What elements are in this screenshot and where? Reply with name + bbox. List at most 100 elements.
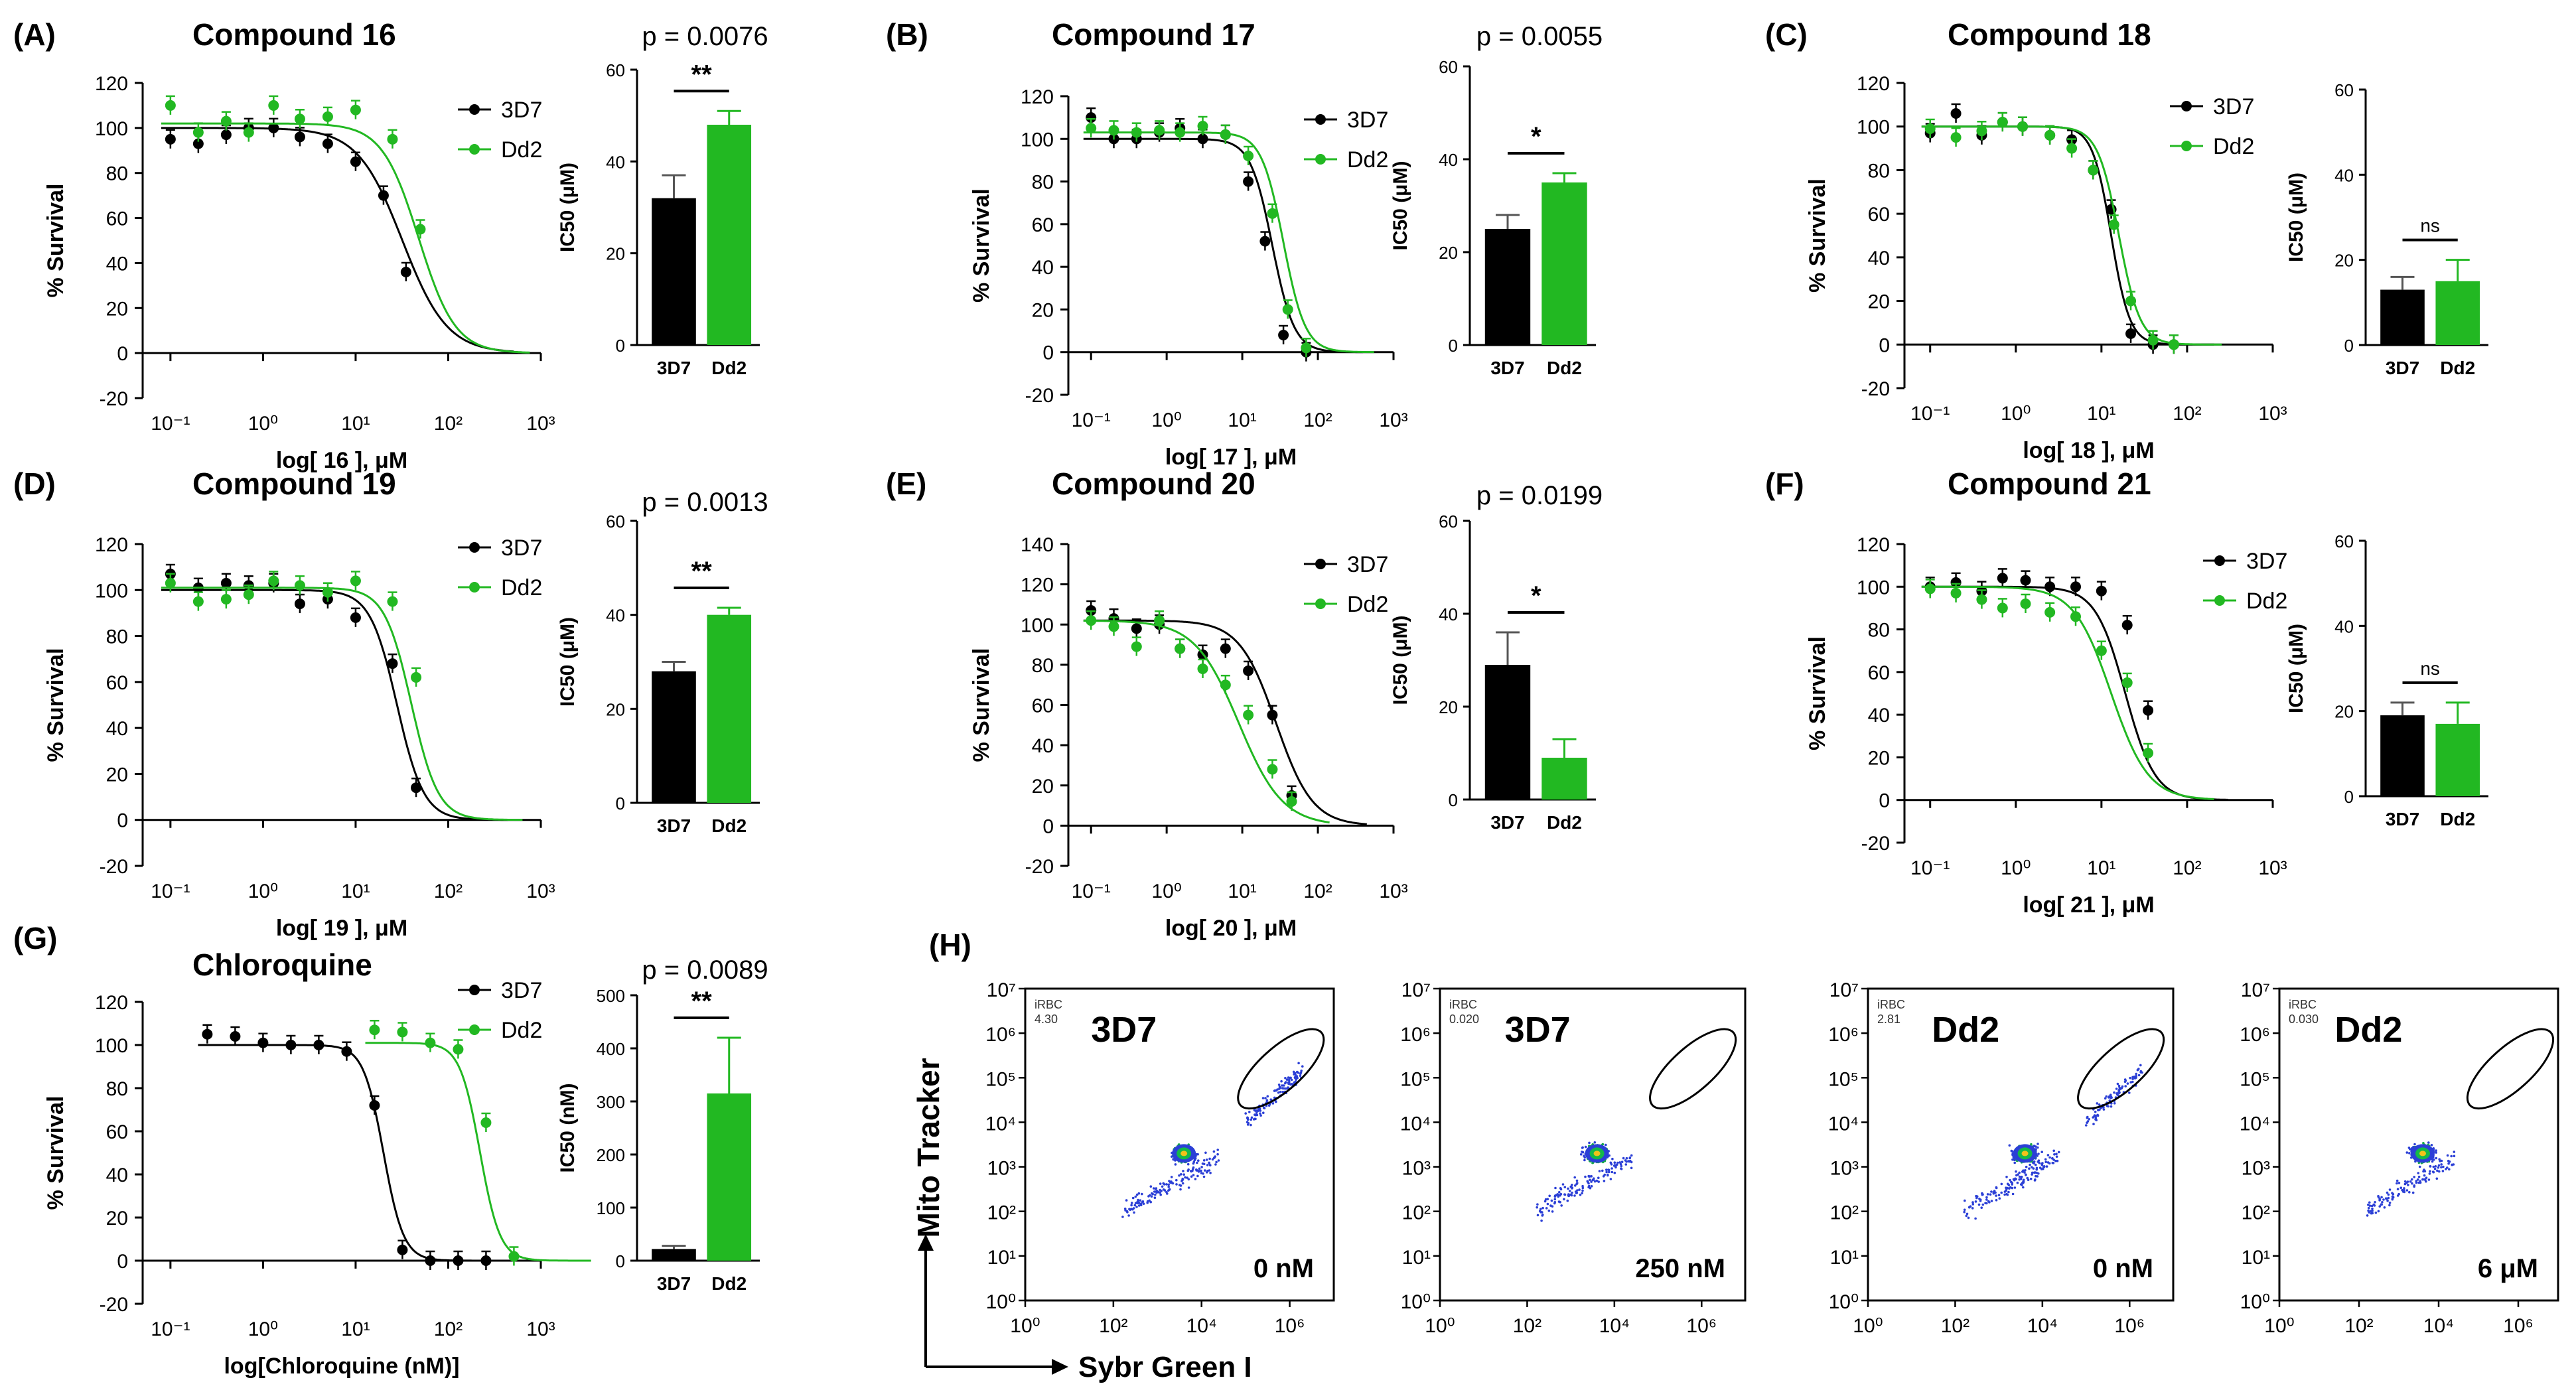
flow-event <box>1628 1156 1632 1159</box>
flow-event <box>1589 1178 1591 1181</box>
data-point-Dd2 <box>1243 709 1254 721</box>
flow-event <box>1289 1083 1293 1086</box>
flow-event <box>1162 1188 1165 1191</box>
dose-label: 0 nM <box>1253 1254 1314 1283</box>
flow-event <box>1250 1123 1252 1127</box>
bar-3D7 <box>2380 289 2425 345</box>
legend-marker <box>469 104 480 115</box>
flow-event <box>2095 1119 2098 1121</box>
flow-event <box>2434 1165 2437 1168</box>
data-point-3D7 <box>220 577 232 589</box>
flow-event <box>1282 1084 1285 1087</box>
data-point-Dd2 <box>1197 663 1208 674</box>
flow-event <box>1165 1191 1168 1194</box>
flow-event <box>2052 1149 2055 1153</box>
flow-event <box>1135 1193 1139 1196</box>
flow-event <box>1575 1192 1578 1194</box>
fit-curve-Dd2 <box>365 1042 591 1262</box>
legend-marker <box>1315 114 1326 125</box>
fit-curve-Dd2 <box>1921 125 2222 346</box>
flow-event <box>2086 1120 2090 1123</box>
flow-event <box>2035 1174 2037 1178</box>
data-point-3D7 <box>202 1028 213 1040</box>
bar-y-tick-label: 300 <box>597 1092 625 1112</box>
flow-event <box>2026 1176 2029 1180</box>
bar-y-axis-title: IC50 (μM) <box>557 617 579 707</box>
y-tick-label: 20 <box>1032 299 1054 321</box>
data-point-Dd2 <box>1286 796 1297 807</box>
flow-event <box>1985 1196 1988 1199</box>
flow-y-tick-label: 10⁴ <box>2240 1113 2270 1135</box>
flow-x-tick-label: 10⁰ <box>1425 1315 1455 1337</box>
data-point-Dd2 <box>220 594 232 605</box>
flow-event <box>1170 1180 1173 1183</box>
bar-y-tick-label: 0 <box>616 1251 625 1271</box>
flow-event <box>1153 1196 1157 1199</box>
data-point-3D7 <box>1950 577 1962 588</box>
flow-event <box>2019 1183 2023 1186</box>
data-point-Dd2 <box>1131 127 1142 138</box>
flow-event <box>1619 1162 1622 1166</box>
flow-event <box>2113 1102 2116 1105</box>
panel-label: (A) <box>13 17 56 52</box>
flow-event <box>2054 1159 2057 1162</box>
x-tick-label: 10⁰ <box>2001 857 2031 879</box>
flow-event <box>1192 1166 1195 1169</box>
flow-event <box>2378 1205 2381 1208</box>
flow-event <box>1618 1161 1621 1164</box>
panel-label: (F) <box>1765 466 1804 501</box>
flow-event <box>1571 1184 1573 1186</box>
flow-event <box>1201 1162 1204 1165</box>
flow-event <box>2010 1149 2013 1153</box>
flow-event <box>1559 1187 1562 1190</box>
flow-event <box>1630 1160 1633 1164</box>
flow-event <box>1181 1180 1183 1182</box>
flow-event <box>1571 1191 1573 1194</box>
flow-event <box>1184 1176 1186 1179</box>
data-point-Dd2 <box>2147 334 2159 346</box>
flow-event <box>1548 1194 1551 1198</box>
p-value: p = 0.0199 <box>1476 481 1603 510</box>
flow-event <box>1573 1194 1576 1197</box>
flow-event <box>1208 1169 1211 1172</box>
bar-y-tick-label: 0 <box>2344 787 2354 807</box>
flow-event <box>1563 1198 1565 1201</box>
dose-response-panel: (E) Compound 20 -20 0 20 40 60 80 100 120 140 10⁻¹ 1… <box>886 466 1408 941</box>
flow-plot: 10⁰ 10¹ 10² 10³ 10⁴ 10⁵ 10⁶ 10⁷ 10⁰ 10² 10⁴ 10⁶ iRBC… <box>2240 979 2559 1337</box>
bar-y-axis-title: IC50 (μM) <box>2285 624 2307 713</box>
flow-event <box>2417 1175 2421 1178</box>
flow-event <box>2110 1105 2113 1108</box>
flow-event <box>1254 1109 1257 1112</box>
flow-event <box>2032 1167 2035 1170</box>
fit-curve-3D7 <box>1921 125 2214 346</box>
flow-event <box>2366 1214 2369 1217</box>
x-tick-label: 10² <box>1303 409 1332 431</box>
flow-event <box>1137 1204 1141 1207</box>
bar-y-tick-label: 0 <box>616 336 625 356</box>
flow-event <box>1590 1180 1593 1183</box>
fit-curve-3D7 <box>1083 137 1364 354</box>
flow-event <box>1141 1192 1143 1196</box>
bar-y-tick-label: 60 <box>1439 512 1458 531</box>
flow-event <box>2011 1186 2014 1190</box>
bar-y-axis-title: IC50 (μM) <box>1390 161 1411 250</box>
fit-curve-3D7 <box>161 589 508 821</box>
data-point-Dd2 <box>2168 339 2179 350</box>
flow-event <box>2115 1087 2118 1090</box>
legend-marker <box>2181 101 2192 111</box>
flow-event <box>1135 1206 1138 1208</box>
flow-event <box>1181 1182 1184 1185</box>
flow-event <box>2056 1159 2059 1162</box>
y-tick-label: 20 <box>106 1208 128 1229</box>
flow-event <box>2396 1182 2398 1185</box>
flow-event <box>1630 1154 1633 1157</box>
bar-y-tick-label: 0 <box>1449 336 1458 356</box>
flow-event <box>2020 1175 2023 1178</box>
y-tick-label: 120 <box>1857 73 1890 95</box>
gate-value: 4.30 <box>1035 1013 1058 1026</box>
flow-y-tick-label: 10⁰ <box>986 1291 1016 1313</box>
data-point-Dd2 <box>1154 125 1165 136</box>
iRBC-gate <box>2077 1028 2165 1110</box>
flow-event <box>1987 1200 1990 1203</box>
bar-y-axis-title: IC50 (nM) <box>557 1084 579 1173</box>
